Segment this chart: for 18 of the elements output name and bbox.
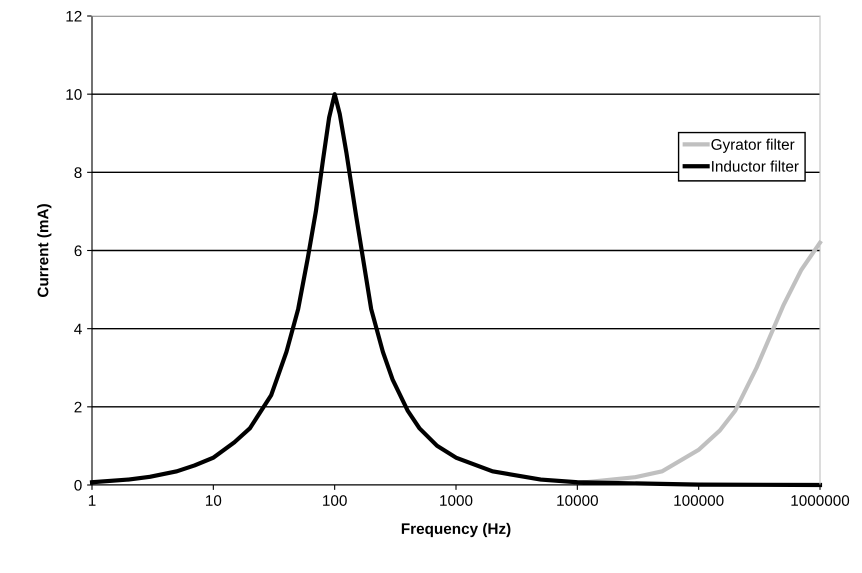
x-tick-label: 1000000 bbox=[791, 495, 850, 506]
y-axis-title: Current (mA) bbox=[37, 204, 52, 297]
x-tick-label: 1000 bbox=[440, 495, 472, 506]
legend-label: Inductor filter bbox=[712, 160, 799, 172]
x-axis-title: Frequency (Hz) bbox=[402, 522, 510, 538]
y-tick-label: 8 bbox=[74, 167, 82, 178]
y-tick-label: 6 bbox=[74, 245, 82, 256]
x-tick-label: 10000 bbox=[557, 495, 598, 506]
legend-label: Gyrator filter bbox=[711, 138, 794, 153]
x-tick-label: 10 bbox=[206, 495, 222, 506]
y-tick-label: 4 bbox=[74, 324, 82, 334]
x-tick-label: 100 bbox=[323, 495, 347, 506]
x-tick-label: 1 bbox=[88, 495, 96, 506]
y-tick-label: 10 bbox=[66, 89, 82, 100]
x-tick-label: 100000 bbox=[674, 495, 724, 506]
y-tick-label: 0 bbox=[74, 480, 82, 491]
y-tick-label: 12 bbox=[66, 10, 82, 22]
y-tick-label: 2 bbox=[74, 402, 82, 412]
